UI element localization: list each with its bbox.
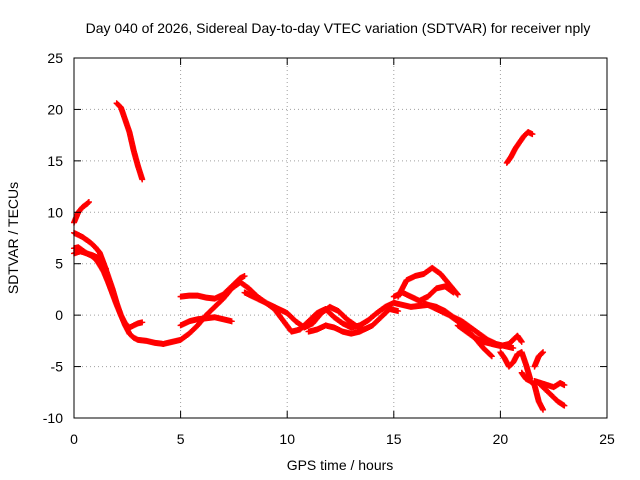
y-tick-label: 0 <box>55 307 63 323</box>
data-point <box>454 290 461 297</box>
data-point <box>540 349 547 356</box>
data-point <box>139 176 146 183</box>
series-track-12 <box>420 299 495 360</box>
series-track-8 <box>241 289 402 333</box>
data-point <box>85 199 92 205</box>
axis-ticks <box>73 57 608 419</box>
series-track-14 <box>497 349 534 382</box>
data-point <box>228 318 235 325</box>
data-point <box>365 324 372 331</box>
y-tick-label: -10 <box>43 410 63 426</box>
data-point <box>241 273 248 280</box>
data-point <box>454 291 461 298</box>
y-tick-label: 25 <box>47 50 63 66</box>
grid-lines <box>74 58 607 418</box>
data-points <box>71 100 568 413</box>
plot-frame <box>73 57 608 419</box>
y-tick-label: 5 <box>55 256 63 272</box>
series-track-1 <box>71 244 146 331</box>
x-tick-label: 20 <box>493 431 509 447</box>
data-point <box>510 345 517 352</box>
y-tick-label: 10 <box>47 204 63 220</box>
data-point <box>518 338 525 345</box>
tick-labels: 0 5 10 15 20 25 -10 -5 0 5 10 15 20 25 <box>43 50 615 447</box>
data-point <box>561 382 568 389</box>
data-point <box>139 319 146 326</box>
y-tick-label: 20 <box>47 101 63 117</box>
series-track-3 <box>71 248 109 272</box>
data-point <box>488 352 495 359</box>
series-track-19 <box>503 129 536 166</box>
data-point <box>395 308 402 315</box>
y-axis-label: SDTVAR / TECUs <box>5 182 21 294</box>
x-axis-label: GPS time / hours <box>287 457 394 473</box>
series-track-13 <box>454 322 525 349</box>
x-tick-label: 25 <box>599 431 615 447</box>
x-tick-label: 0 <box>70 431 78 447</box>
series-track-5 <box>113 100 146 183</box>
x-tick-label: 10 <box>279 431 295 447</box>
data-point <box>450 289 457 296</box>
y-tick-label: -5 <box>51 359 64 375</box>
chart-title: Day 040 of 2026, Sidereal Day-to-day VTE… <box>86 20 591 36</box>
data-point <box>539 349 546 356</box>
data-point <box>488 353 495 360</box>
series-track-15 <box>518 369 547 413</box>
data-point <box>102 265 109 272</box>
series-track-11 <box>390 283 457 304</box>
data-point <box>529 131 536 138</box>
y-tick-label: 15 <box>47 153 63 169</box>
series-track-6 <box>177 314 235 329</box>
series-track-9 <box>305 322 372 337</box>
data-point <box>561 402 568 409</box>
x-tick-label: 15 <box>386 431 402 447</box>
x-tick-label: 5 <box>177 431 185 447</box>
series-track-18 <box>535 380 568 409</box>
series-track-16 <box>531 349 547 370</box>
series-track-7 <box>177 273 248 302</box>
data-point <box>540 406 547 413</box>
